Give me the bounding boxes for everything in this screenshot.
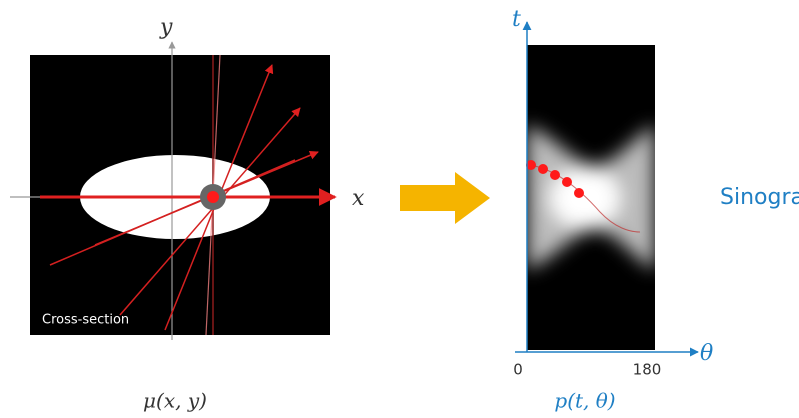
- theta-axis-label: θ: [700, 341, 713, 366]
- theta-end-label: 180: [633, 361, 662, 379]
- point: [207, 191, 219, 203]
- point: [550, 170, 560, 180]
- transform-arrow: [400, 172, 490, 224]
- t-axis-label: t: [512, 7, 521, 32]
- sinogram-label: Sinogram: [720, 185, 799, 210]
- point: [562, 177, 572, 187]
- theta-start-label: 0: [513, 361, 523, 379]
- left-caption: μ(x, y): [143, 389, 207, 413]
- diagram: y x Cross-section μ(x, y) t θ 0 180 Sino…: [0, 0, 799, 418]
- x-axis-label: x: [352, 186, 365, 211]
- point: [538, 164, 548, 174]
- y-axis-label: y: [159, 15, 173, 40]
- point: [574, 188, 584, 198]
- right-caption: p(t, θ): [554, 389, 615, 413]
- region-label: Cross-section: [42, 313, 129, 328]
